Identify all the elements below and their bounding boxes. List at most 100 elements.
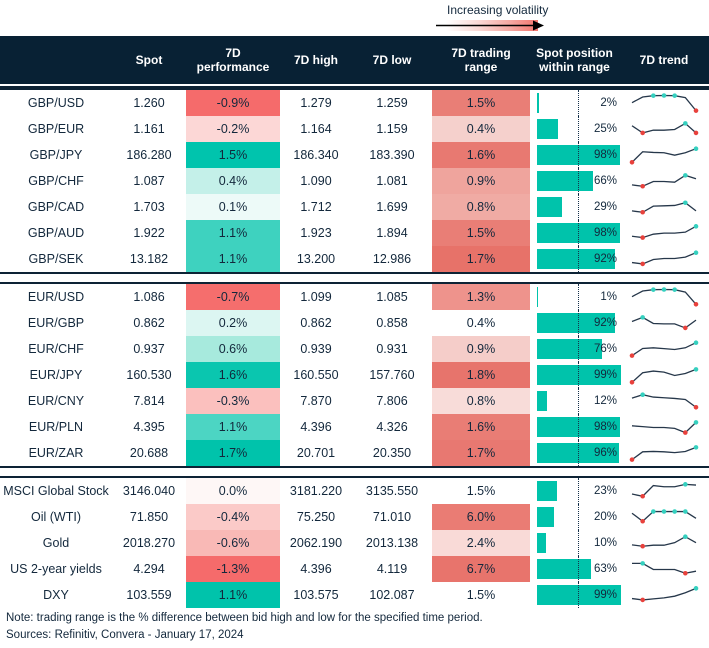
low-value: 4.119	[376, 562, 408, 576]
position-bar	[537, 339, 602, 359]
position-percent-label: 63%	[593, 563, 617, 575]
table-row: EUR/JPY 160.530 1.6% 160.550 157.760 1.8% 99%	[0, 362, 709, 388]
trend-sparkline	[631, 481, 697, 499]
performance-cell: -0.9%	[186, 90, 280, 116]
trading-range-cell: 1.5%	[432, 220, 530, 246]
high-value: 20.701	[296, 446, 336, 460]
table-row: GBP/AUD 1.922 1.1% 1.923 1.894 1.5% 98%	[0, 220, 709, 246]
position-percent-label: 96%	[593, 447, 617, 459]
trading-range-cell: 1.5%	[432, 582, 530, 608]
low-value: 1.085	[376, 290, 408, 304]
instrument-label: GBP/JPY	[29, 148, 83, 162]
instrument-label: Oil (WTI)	[31, 510, 81, 524]
spot-value: 4.395	[133, 420, 165, 434]
position-bar-cell: 63%	[530, 556, 619, 582]
trend-sparkline	[631, 199, 697, 215]
trend-cell	[619, 168, 709, 194]
trend-cell	[619, 414, 709, 440]
performance-cell: -0.4%	[186, 504, 280, 530]
median-dotted-line	[578, 310, 579, 336]
header-7d-trading-range: 7D trading range	[451, 45, 511, 74]
instrument-label: US 2-year yields	[10, 562, 102, 576]
position-percent-label: 23%	[593, 485, 617, 497]
position-bar-cell: 92%	[530, 246, 619, 272]
high-value: 4.396	[300, 562, 332, 576]
trading-range-cell: 1.3%	[432, 284, 530, 310]
trend-sparkline	[631, 533, 697, 549]
position-bar-cell: 2%	[530, 90, 619, 116]
median-dotted-line	[578, 142, 579, 168]
median-dotted-line	[578, 246, 579, 272]
trend-cell	[619, 194, 709, 220]
spot-value: 71.850	[129, 510, 169, 524]
performance-cell: 1.6%	[186, 362, 280, 388]
high-value: 1.712	[300, 200, 332, 214]
trend-sparkline	[631, 120, 699, 135]
position-bar	[537, 93, 539, 113]
instrument-label: GBP/AUD	[27, 226, 85, 240]
spot-value: 1.087	[133, 174, 165, 188]
trading-range-cell: 0.8%	[432, 194, 530, 220]
spot-value: 1.161	[133, 122, 165, 136]
position-percent-label: 92%	[593, 253, 617, 265]
table-note: Note: trading range is the % difference …	[6, 612, 483, 624]
median-dotted-line	[578, 168, 579, 194]
position-bar-cell: 23%	[530, 478, 619, 504]
trading-range-cell: 0.9%	[432, 336, 530, 362]
spot-value: 186.280	[126, 148, 172, 162]
median-dotted-line	[578, 556, 579, 582]
performance-cell: 1.1%	[186, 582, 280, 608]
trend-sparkline	[631, 314, 697, 330]
spot-value: 160.530	[126, 368, 172, 382]
position-bar-cell: 10%	[530, 530, 619, 556]
trend-sparkline	[629, 145, 699, 165]
table-row: GBP/JPY 186.280 1.5% 186.340 183.390 1.6% 98%	[0, 142, 709, 168]
trading-range-cell: 6.0%	[432, 504, 530, 530]
trading-range-cell: 1.6%	[432, 414, 530, 440]
instrument-label: EUR/ZAR	[28, 446, 84, 460]
position-percent-label: 1%	[600, 291, 617, 303]
median-dotted-line	[578, 440, 579, 466]
position-bar-cell: 98%	[530, 142, 621, 168]
high-value: 160.550	[293, 368, 339, 382]
trend-cell	[619, 478, 709, 504]
header-7d-low: 7D low	[372, 52, 412, 67]
low-value: 157.760	[369, 368, 415, 382]
median-dotted-line	[578, 284, 579, 310]
position-percent-label: 99%	[593, 369, 617, 381]
position-bar-cell: 66%	[530, 168, 619, 194]
position-bar-cell: 98%	[530, 414, 621, 440]
instrument-label: EUR/JPY	[29, 368, 83, 382]
median-dotted-line	[578, 530, 579, 556]
instrument-label: GBP/USD	[27, 96, 85, 110]
median-dotted-line	[578, 478, 579, 504]
low-value: 1.081	[376, 174, 408, 188]
position-bar-cell: 76%	[530, 336, 619, 362]
position-percent-label: 98%	[593, 421, 617, 433]
high-value: 1.923	[300, 226, 332, 240]
table-sources: Sources: Refinitiv, Convera - January 17…	[6, 629, 244, 642]
position-bar-cell: 92%	[530, 310, 619, 336]
position-bar	[537, 171, 594, 191]
volatility-legend: Increasing volatility	[436, 3, 586, 32]
trend-cell	[619, 336, 709, 362]
position-bar	[537, 287, 538, 307]
position-bar	[537, 391, 548, 411]
table-row: GBP/SEK 13.182 1.1% 13.200 12.986 1.7% 92%	[0, 246, 709, 272]
trading-range-cell: 1.7%	[432, 440, 530, 466]
performance-cell: 1.1%	[186, 414, 280, 440]
trend-cell	[619, 310, 709, 336]
position-bar-cell: 20%	[530, 504, 619, 530]
performance-cell: 1.7%	[186, 440, 280, 466]
trading-range-cell: 6.7%	[432, 556, 530, 582]
trend-cell	[619, 284, 709, 310]
table-section: EUR/USD 1.086 -0.7% 1.099 1.085 1.3% 1% EUR/GBP…	[0, 282, 709, 468]
low-value: 0.931	[376, 342, 408, 356]
spot-value: 0.862	[133, 316, 165, 330]
trading-range-cell: 1.5%	[432, 478, 530, 504]
market-table: Spot 7D performance 7D high 7D low 7D tr…	[0, 36, 709, 608]
trend-sparkline	[631, 92, 699, 113]
table-row: EUR/CNY 7.814 -0.3% 7.870 7.806 0.8% 12%	[0, 388, 709, 414]
table-row: EUR/GBP 0.862 0.2% 0.862 0.858 0.4% 92%	[0, 310, 709, 336]
instrument-label: EUR/CHF	[28, 342, 84, 356]
